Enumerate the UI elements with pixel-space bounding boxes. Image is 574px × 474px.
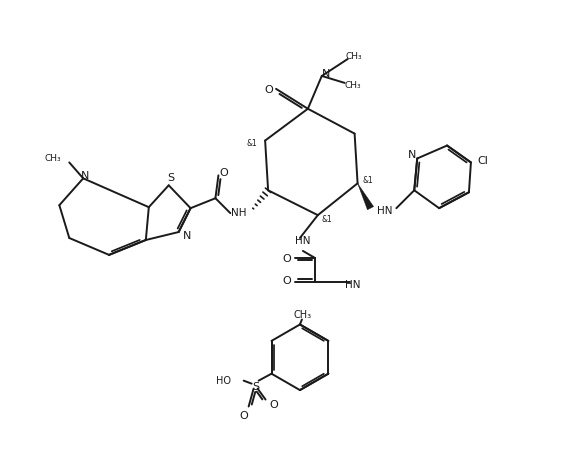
Text: N: N [408, 150, 417, 161]
Text: NH: NH [231, 208, 246, 218]
Text: HN: HN [345, 280, 360, 290]
Text: O: O [219, 168, 228, 178]
Polygon shape [358, 183, 374, 210]
Text: HO: HO [216, 376, 231, 386]
Text: &1: &1 [246, 139, 257, 148]
Text: Cl: Cl [478, 156, 488, 166]
Text: &1: &1 [322, 215, 332, 224]
Text: S: S [252, 382, 259, 392]
Text: O: O [265, 85, 273, 95]
Text: O: O [239, 411, 248, 421]
Text: CH₃: CH₃ [344, 82, 361, 91]
Text: O: O [282, 276, 292, 286]
Text: &1: &1 [363, 176, 373, 185]
Text: HN: HN [295, 236, 311, 246]
Text: N: N [321, 69, 330, 79]
Text: CH₃: CH₃ [346, 52, 362, 61]
Text: CH₃: CH₃ [294, 310, 312, 319]
Text: CH₃: CH₃ [45, 154, 61, 163]
Text: O: O [269, 400, 278, 410]
Text: O: O [282, 254, 292, 264]
Text: HN: HN [377, 206, 392, 216]
Text: N: N [183, 231, 191, 241]
Text: S: S [167, 173, 174, 183]
Text: N: N [81, 172, 90, 182]
